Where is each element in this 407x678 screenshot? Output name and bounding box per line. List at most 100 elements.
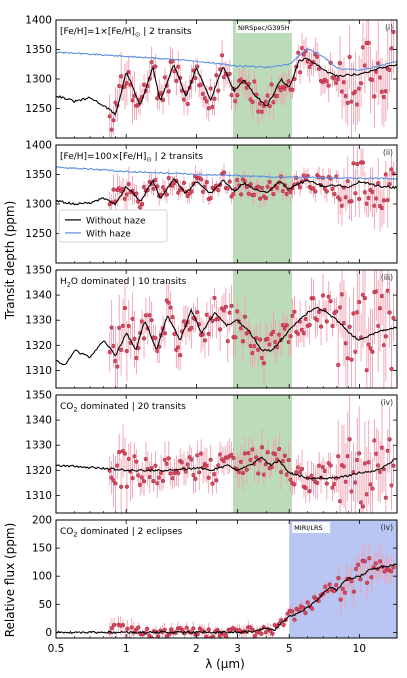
- data-point: [280, 189, 286, 194]
- data-point: [240, 339, 246, 344]
- data-point: [265, 93, 270, 98]
- data-point: [366, 195, 371, 201]
- data-point: [204, 180, 209, 185]
- x-tick-label: 10: [353, 643, 366, 655]
- data-point: [259, 185, 265, 191]
- panel-index: (iv): [381, 523, 393, 532]
- data-point: [366, 342, 371, 347]
- data-point: [338, 305, 343, 310]
- data-point: [107, 114, 112, 119]
- data-point: [122, 305, 128, 311]
- data-point: [216, 187, 221, 193]
- data-point: [296, 331, 301, 336]
- data-point: [244, 467, 249, 472]
- data-point: [246, 451, 251, 456]
- y-tick-label: 1350: [25, 390, 52, 402]
- data-point: [370, 486, 375, 491]
- data-point: [376, 323, 381, 329]
- data-point: [155, 96, 160, 101]
- data-point: [290, 313, 295, 318]
- data-point: [373, 561, 378, 566]
- data-point: [115, 364, 120, 369]
- data-point: [147, 475, 152, 480]
- data-point: [317, 309, 322, 314]
- data-point: [357, 299, 362, 305]
- data-point: [136, 625, 141, 630]
- data-point: [330, 485, 335, 490]
- data-point: [212, 295, 217, 301]
- data-point: [221, 308, 227, 313]
- data-point: [286, 79, 291, 84]
- data-point: [336, 454, 341, 459]
- data-point: [124, 192, 129, 197]
- y-tick-label: 50: [39, 599, 52, 611]
- data-point: [151, 186, 156, 191]
- data-point: [381, 94, 387, 100]
- data-point: [305, 59, 310, 64]
- data-point: [323, 584, 328, 589]
- panel-iii: 1310 1320 1330 1340 1350 H2O dominated | 10 t…: [25, 265, 398, 389]
- data-point: [271, 100, 276, 105]
- data-point: [391, 315, 396, 321]
- data-point: [299, 45, 305, 51]
- data-point: [374, 289, 379, 294]
- data-point: [233, 99, 238, 104]
- data-point: [164, 192, 169, 197]
- data-point: [387, 67, 392, 73]
- data-point: [330, 186, 335, 191]
- data-point: [374, 196, 379, 201]
- panel-iv: 1310 1320 1330 1340 1350 CO2 dominated | 20 t…: [25, 390, 398, 514]
- data-point: [162, 331, 168, 336]
- data-point: [284, 191, 289, 197]
- data-point: [259, 355, 265, 361]
- data-point: [267, 342, 272, 347]
- data-point: [336, 575, 341, 581]
- data-point: [123, 639, 127, 643]
- data-point: [206, 475, 211, 480]
- data-point: [357, 451, 362, 456]
- panel-title: [Fe/H]=100×[Fe/H]⊙ | 2 transits: [60, 152, 203, 164]
- data-point: [153, 463, 158, 468]
- data-point: [317, 463, 322, 468]
- data-point: [124, 348, 129, 354]
- data-point: [332, 481, 337, 487]
- data-point: [320, 293, 326, 298]
- data-point: [224, 634, 229, 638]
- data-point: [389, 483, 394, 488]
- data-point: [360, 504, 366, 509]
- data-point: [111, 343, 116, 349]
- data-point: [349, 579, 354, 584]
- data-point: [206, 627, 211, 632]
- data-point: [164, 461, 169, 466]
- data-point: [275, 185, 280, 191]
- data-point: [155, 348, 160, 354]
- legend: Without haze With haze: [58, 209, 168, 243]
- data-point: [197, 470, 202, 475]
- data-point: [358, 500, 364, 505]
- data-point: [246, 191, 251, 196]
- series-without-haze: [56, 57, 397, 117]
- data-point: [191, 626, 196, 631]
- data-point: [191, 473, 196, 478]
- data-point: [132, 336, 137, 342]
- data-point: [298, 185, 303, 190]
- data-point: [387, 182, 392, 187]
- data-point: [364, 580, 370, 585]
- data-point: [193, 75, 198, 81]
- y-tick-label: 100: [32, 571, 52, 583]
- data-point: [168, 471, 173, 476]
- data-point: [369, 575, 374, 580]
- data-point: [353, 480, 358, 485]
- x-tick-label: 0.5: [48, 643, 65, 655]
- data-point: [204, 634, 209, 638]
- data-point: [383, 495, 388, 500]
- data-point: [225, 339, 230, 344]
- data-point: [242, 451, 248, 456]
- data-point: [355, 310, 360, 315]
- data-point: [324, 189, 329, 194]
- y-tick-label: 1350: [25, 44, 52, 56]
- data-point: [307, 322, 312, 328]
- data-point: [153, 177, 158, 183]
- y-tick-label: 1300: [25, 74, 52, 86]
